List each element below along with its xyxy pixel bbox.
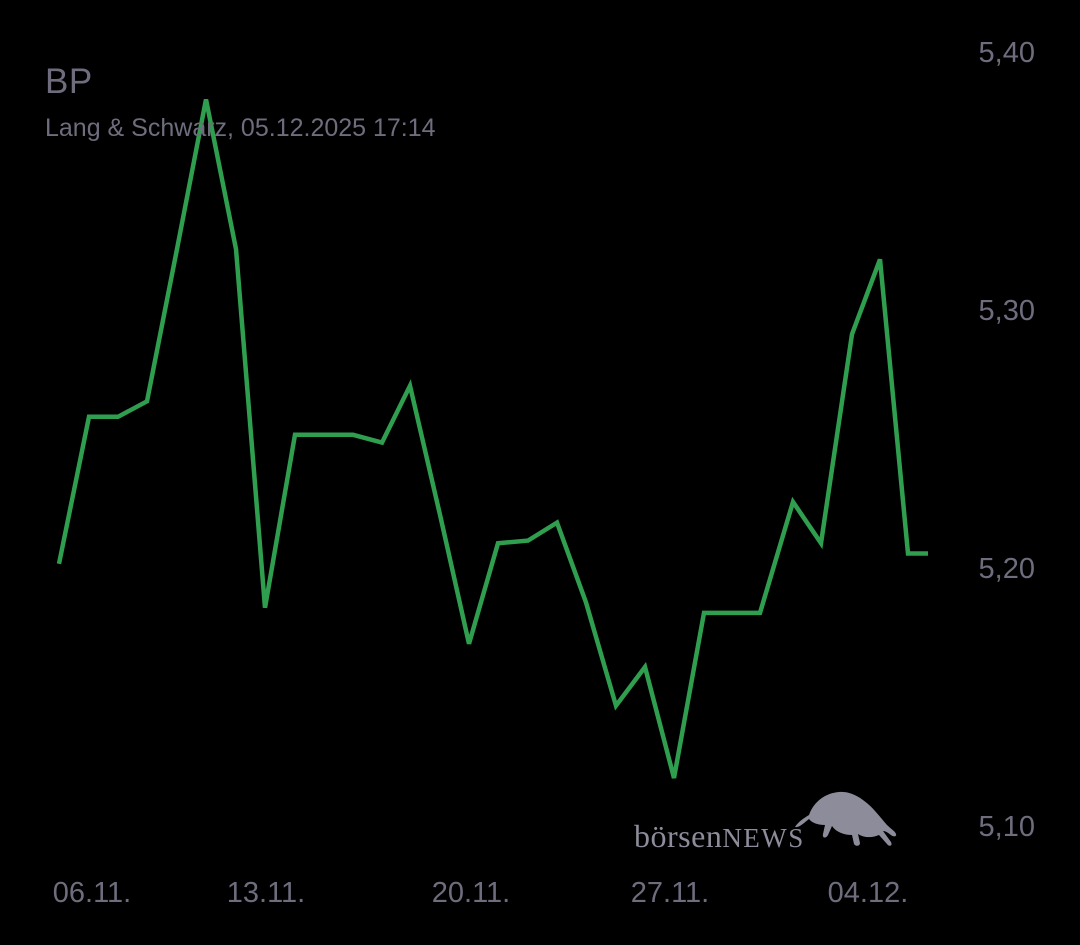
x-axis-tick: 20.11.: [431, 877, 511, 909]
y-axis-tick: 5,40: [978, 37, 1035, 69]
watermark-news-text: NEWS: [722, 823, 805, 853]
x-axis-tick: 06.11.: [52, 877, 132, 909]
bull-icon: [795, 791, 897, 846]
instrument-title: BP: [45, 62, 93, 101]
borsennews-watermark: börsen NEWS: [634, 818, 805, 855]
quote-source-timestamp: Lang & Schwarz, 05.12.2025 17:14: [45, 114, 436, 142]
y-axis-tick: 5,30: [978, 295, 1035, 327]
y-axis-tick: 5,10: [978, 811, 1035, 843]
watermark-borsen-text: börsen: [634, 818, 723, 854]
x-axis-tick: 13.11.: [226, 877, 306, 909]
price-line: [56, 98, 928, 779]
x-axis-tick: 27.11.: [630, 877, 710, 909]
y-axis-tick: 5,20: [978, 553, 1035, 585]
x-axis-tick: 04.12.: [827, 877, 909, 909]
